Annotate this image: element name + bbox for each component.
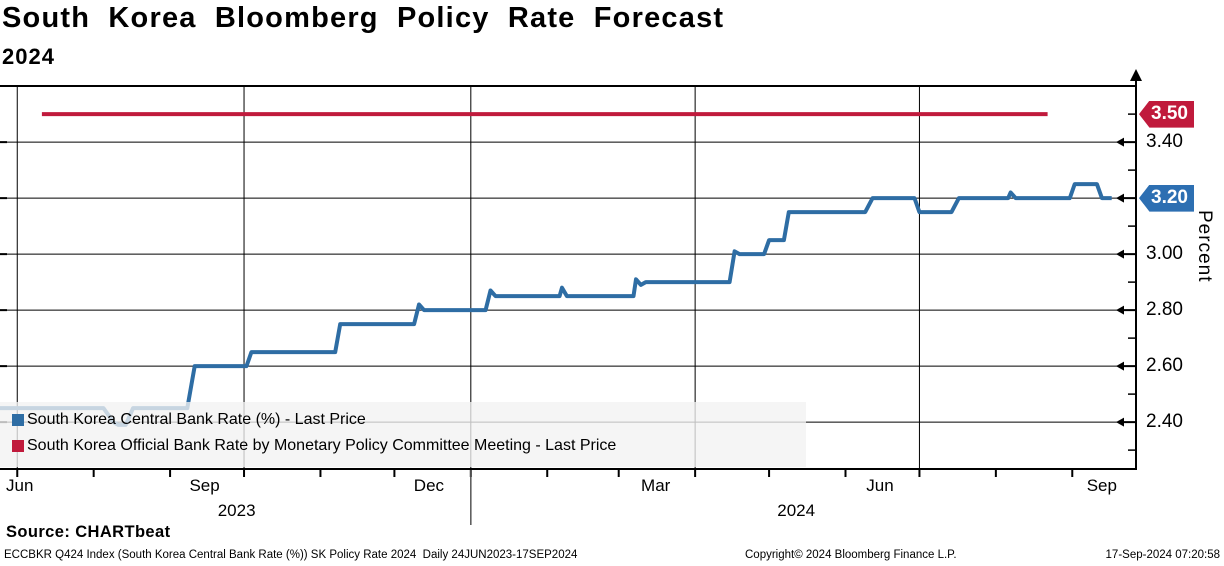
footer-ticker-description: ECCBKR Q424 Index (South Korea Central B… (4, 549, 578, 561)
x-year-label: 2024 (777, 501, 816, 520)
series-central-bank-rate (0, 182, 1112, 427)
footer-copyright: Copyright© 2024 Bloomberg Finance L.P. (745, 549, 957, 561)
y-tick-label: 3.40 (1146, 131, 1183, 153)
y-axis-tick-arrow-icon (1116, 361, 1124, 371)
legend-label: South Korea Central Bank Rate (%) - Last… (27, 411, 366, 428)
y-axis-tick-arrow-icon (1116, 249, 1124, 259)
y-tick-label: 3.00 (1146, 243, 1183, 265)
y-tick-label: 2.60 (1146, 355, 1183, 377)
y-axis-arrow-icon (1130, 69, 1142, 81)
last-price-badge-blue: 3.20 (1139, 184, 1194, 212)
y-axis-tick-arrow-icon (1116, 137, 1124, 147)
last-price-badge-red: 3.50 (1139, 100, 1194, 128)
legend-item-central-bank-rate: South Korea Central Bank Rate (%) - Last… (12, 408, 366, 432)
y-axis-tick-arrow-icon (1116, 193, 1124, 203)
y-tick-label: 2.40 (1146, 411, 1183, 433)
y-axis-title: Percent (1194, 210, 1215, 283)
legend-swatch-red (12, 440, 24, 452)
legend-swatch-blue (12, 414, 24, 426)
legend-item-official-bank-rate: South Korea Official Bank Rate by Moneta… (12, 434, 616, 458)
footer-timestamp: 17-Sep-2024 07:20:58 (1105, 549, 1220, 561)
x-tick-label: Jun (6, 476, 34, 495)
x-tick-label: Sep (189, 476, 220, 495)
x-tick-label: Dec (413, 476, 445, 495)
x-tick-label: Jun (866, 476, 894, 495)
y-axis-tick-arrow-icon (1116, 305, 1124, 315)
chart-title: South Korea Bloomberg Policy Rate Foreca… (2, 2, 725, 34)
x-tick-label: Mar (641, 476, 671, 495)
y-tick-label: 2.80 (1146, 299, 1183, 321)
legend-label: South Korea Official Bank Rate by Moneta… (27, 437, 617, 454)
x-tick-label: Sep (1086, 476, 1117, 495)
legend-box: South Korea Central Bank Rate (%) - Last… (0, 402, 806, 467)
source-line: Source: CHARTbeat (6, 523, 171, 541)
chart-subtitle: 2024 (2, 44, 55, 69)
y-axis-tick-arrow-icon (1116, 417, 1124, 427)
x-year-label: 2023 (217, 501, 256, 520)
